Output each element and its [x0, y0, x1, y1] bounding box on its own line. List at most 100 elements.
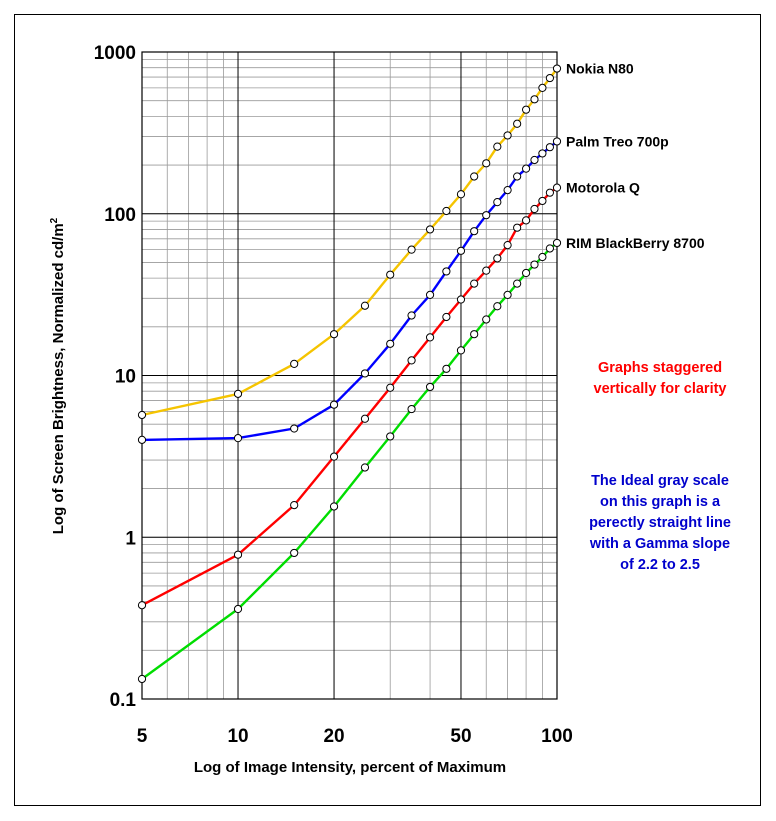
data-point — [360, 463, 370, 472]
data-point — [482, 315, 491, 324]
data-point — [137, 410, 147, 420]
data-point — [521, 268, 531, 278]
data-point — [493, 254, 502, 263]
data-point — [552, 183, 562, 192]
data-point — [545, 73, 554, 83]
plot-border — [141, 51, 558, 700]
data-point — [360, 414, 370, 423]
data-point — [530, 260, 539, 269]
data-point — [386, 270, 395, 279]
data-point — [521, 216, 531, 225]
data-point — [137, 601, 147, 610]
data-point — [407, 311, 416, 320]
data-point — [513, 223, 522, 232]
x-tick-label: 20 — [323, 726, 344, 747]
data-point — [407, 356, 416, 365]
data-point — [493, 198, 502, 207]
data-point — [482, 266, 491, 275]
data-point — [503, 186, 512, 195]
data-point — [493, 302, 502, 311]
data-point — [386, 383, 395, 392]
series-label: RIM BlackBerry 8700 — [566, 235, 705, 251]
data-point — [513, 119, 522, 128]
data-point — [233, 434, 243, 443]
y-tick-label: 10 — [115, 367, 136, 388]
data-point — [513, 279, 522, 288]
x-tick-label: 100 — [541, 726, 573, 747]
data-point — [456, 246, 466, 255]
data-point — [545, 143, 554, 152]
y-tick-label: 100 — [104, 205, 136, 226]
data-point — [329, 400, 339, 409]
data-point — [137, 435, 147, 444]
series-label: Nokia N80 — [566, 61, 634, 77]
y-tick-label: 0.1 — [110, 690, 137, 711]
x-tick-label: 10 — [227, 726, 248, 747]
data-point — [442, 364, 451, 373]
data-point — [442, 267, 451, 276]
data-point — [456, 346, 466, 355]
data-point — [233, 389, 243, 398]
data-point — [386, 432, 395, 441]
data-point — [521, 164, 531, 173]
data-point — [456, 190, 466, 199]
x-axis-label: Log of Image Intensity, percent of Maxim… — [193, 759, 507, 776]
x-tick-label: 50 — [450, 726, 471, 747]
data-point — [290, 548, 299, 558]
y-axis-label-text: Log of Screen Brightness, Normalized cd/… — [50, 223, 67, 535]
data-point — [530, 155, 539, 165]
data-point — [521, 105, 531, 114]
data-point — [530, 95, 539, 104]
data-point — [545, 244, 554, 253]
data-point — [442, 206, 451, 216]
data-point — [530, 204, 539, 214]
data-point — [233, 550, 243, 559]
chart-frame — [14, 14, 761, 806]
data-point — [538, 149, 547, 158]
data-point — [329, 330, 339, 339]
data-point — [425, 382, 435, 392]
series-label: Palm Treo 700p — [566, 133, 669, 149]
data-point — [470, 172, 479, 181]
data-point — [329, 502, 339, 511]
data-point — [503, 241, 512, 250]
data-point — [386, 339, 395, 348]
data-point — [482, 159, 491, 168]
data-point — [425, 333, 435, 342]
data-point — [233, 604, 243, 614]
series-label: Motorola Q — [566, 180, 640, 196]
data-point — [493, 142, 502, 151]
data-point — [513, 172, 522, 181]
y-tick-label: 1000 — [94, 43, 136, 64]
data-point — [290, 424, 299, 433]
data-point — [470, 279, 479, 288]
y-tick-label: 1 — [125, 528, 136, 549]
data-point — [552, 64, 562, 73]
data-point — [503, 131, 512, 140]
data-point — [538, 83, 547, 92]
data-point — [538, 252, 547, 262]
data-point — [407, 404, 416, 414]
data-point — [329, 452, 339, 461]
data-point — [407, 245, 416, 254]
staggered-note: Graphs staggered vertically for clarity — [593, 360, 727, 397]
data-point — [538, 196, 547, 206]
data-point — [360, 301, 370, 310]
data-point — [470, 330, 479, 339]
x-tick-label: 5 — [137, 726, 148, 747]
data-point — [470, 227, 479, 236]
data-point — [456, 295, 466, 304]
data-point — [482, 211, 491, 220]
data-point — [425, 290, 435, 299]
data-point — [360, 369, 370, 378]
data-point — [503, 290, 512, 299]
data-point — [552, 238, 562, 248]
data-point — [552, 137, 562, 146]
data-point — [137, 674, 147, 684]
ideal-gamma-note: The Ideal gray scale on this graph is a … — [589, 473, 731, 573]
data-point — [425, 225, 435, 234]
data-point — [290, 501, 299, 510]
data-point — [442, 312, 451, 322]
data-point — [290, 359, 299, 368]
